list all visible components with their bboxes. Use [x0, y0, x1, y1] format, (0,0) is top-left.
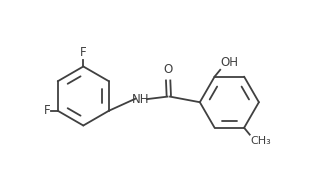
Text: NH: NH — [132, 93, 149, 106]
Text: F: F — [44, 104, 50, 117]
Text: O: O — [164, 63, 173, 76]
Text: F: F — [80, 46, 87, 59]
Text: CH₃: CH₃ — [250, 136, 271, 146]
Text: OH: OH — [221, 56, 239, 69]
